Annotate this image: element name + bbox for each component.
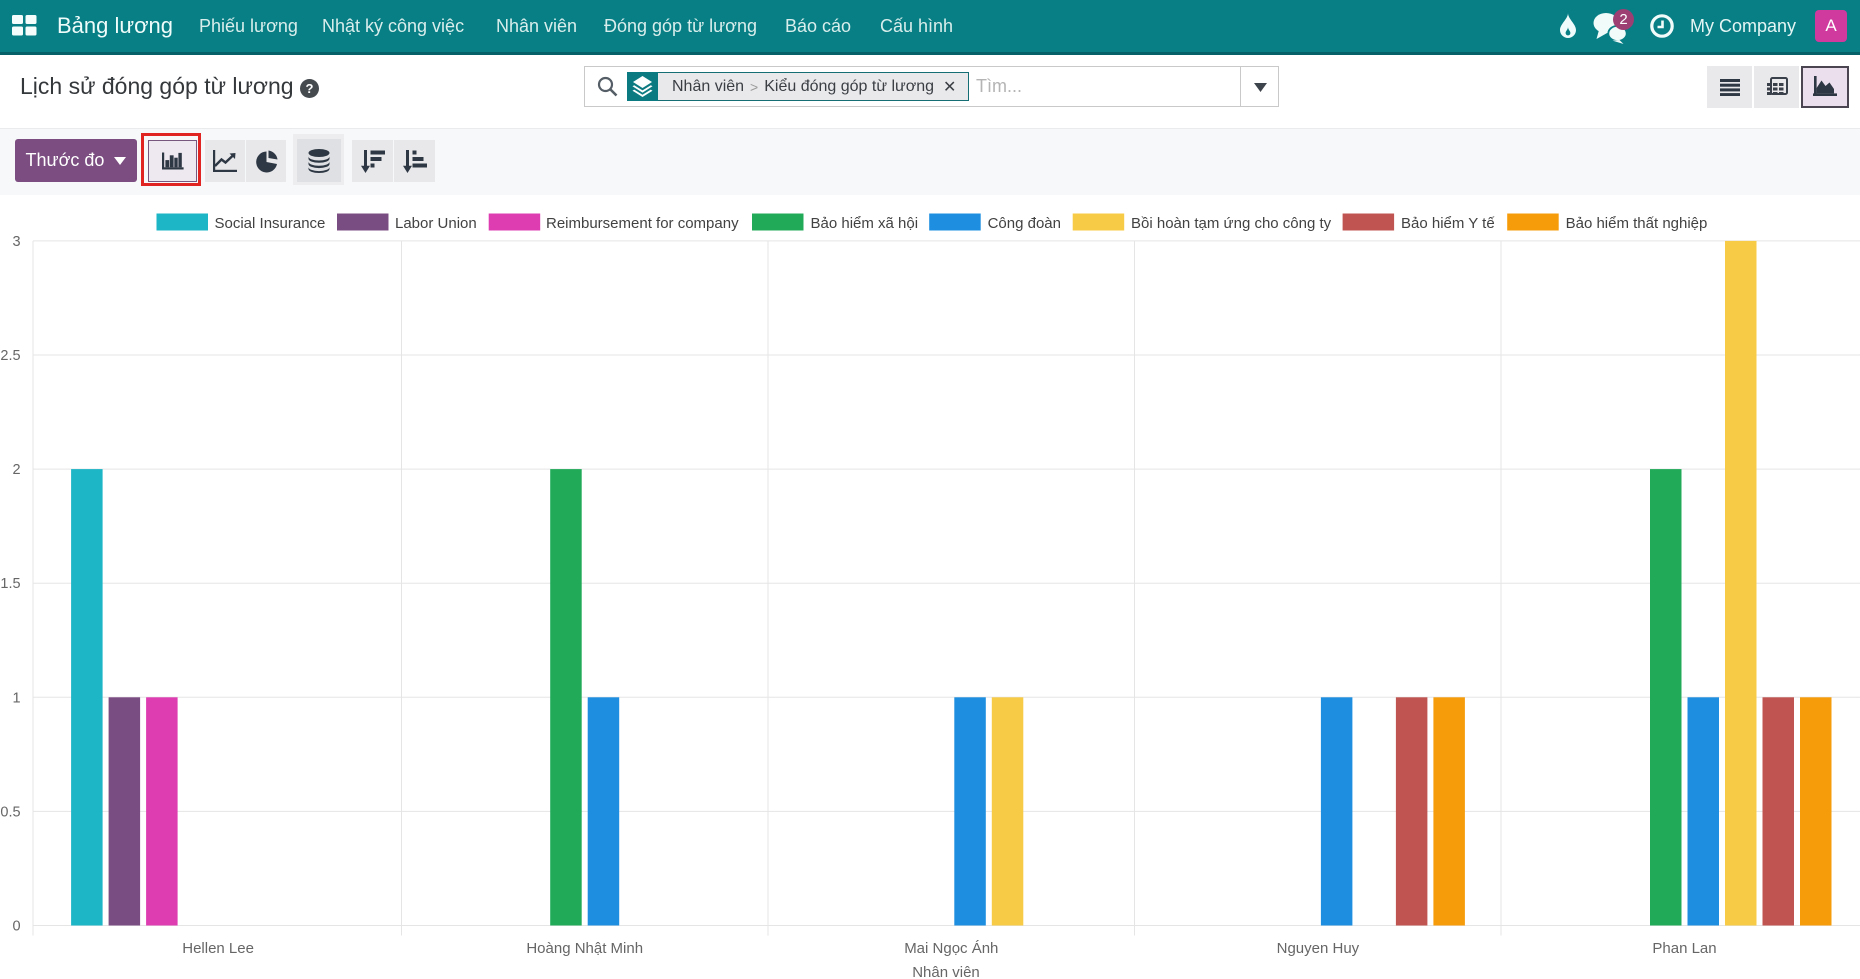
svg-text:Bảo hiểm Y tế: Bảo hiểm Y tế: [1401, 215, 1495, 232]
svg-text:Bồi hoàn tạm ứng cho công ty: Bồi hoàn tạm ứng cho công ty: [1131, 215, 1332, 232]
svg-text:0: 0: [13, 919, 21, 935]
svg-text:Nguyen Huy: Nguyen Huy: [1277, 940, 1360, 957]
svg-text:1: 1: [13, 690, 21, 706]
svg-text:1.5: 1.5: [0, 576, 20, 592]
svg-text:Nhân viên: Nhân viên: [912, 964, 980, 979]
svg-text:2: 2: [13, 462, 21, 478]
svg-text:Phan Lan: Phan Lan: [1652, 940, 1716, 957]
svg-text:Social Insurance: Social Insurance: [215, 215, 326, 232]
svg-text:Reimbursement for company: Reimbursement for company: [546, 215, 739, 232]
svg-text:Hellen Lee: Hellen Lee: [182, 940, 254, 957]
svg-text:Bảo hiểm xã hội: Bảo hiểm xã hội: [811, 215, 919, 232]
svg-text:3: 3: [13, 234, 21, 250]
svg-text:Labor Union: Labor Union: [395, 215, 477, 232]
svg-text:0.5: 0.5: [0, 804, 20, 820]
svg-text:2.5: 2.5: [0, 348, 20, 364]
svg-text:Mai Ngọc Ánh: Mai Ngọc Ánh: [904, 940, 998, 957]
svg-text:Công đoàn: Công đoàn: [988, 215, 1061, 232]
svg-text:Bảo hiểm thất nghiệp: Bảo hiểm thất nghiệp: [1566, 215, 1708, 232]
svg-text:Hoàng Nhật Minh: Hoàng Nhật Minh: [526, 940, 643, 957]
